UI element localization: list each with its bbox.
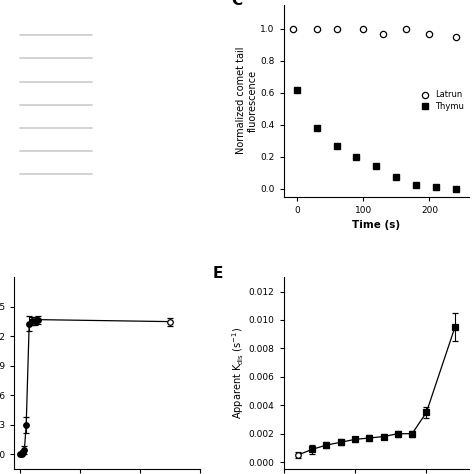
X-axis label: Time (s): Time (s) [352, 220, 401, 230]
Y-axis label: Normalized comet tail
fluorescence: Normalized comet tail fluorescence [236, 47, 257, 155]
Legend: Latrun, Thymu: Latrun, Thymu [415, 90, 465, 112]
Y-axis label: Apparent K$_\mathregular{dis}$ (s$^{-1}$): Apparent K$_\mathregular{dis}$ (s$^{-1}$… [230, 327, 246, 419]
Text: E: E [213, 266, 223, 281]
Text: B: B [105, 10, 115, 24]
Text: C: C [231, 0, 243, 8]
